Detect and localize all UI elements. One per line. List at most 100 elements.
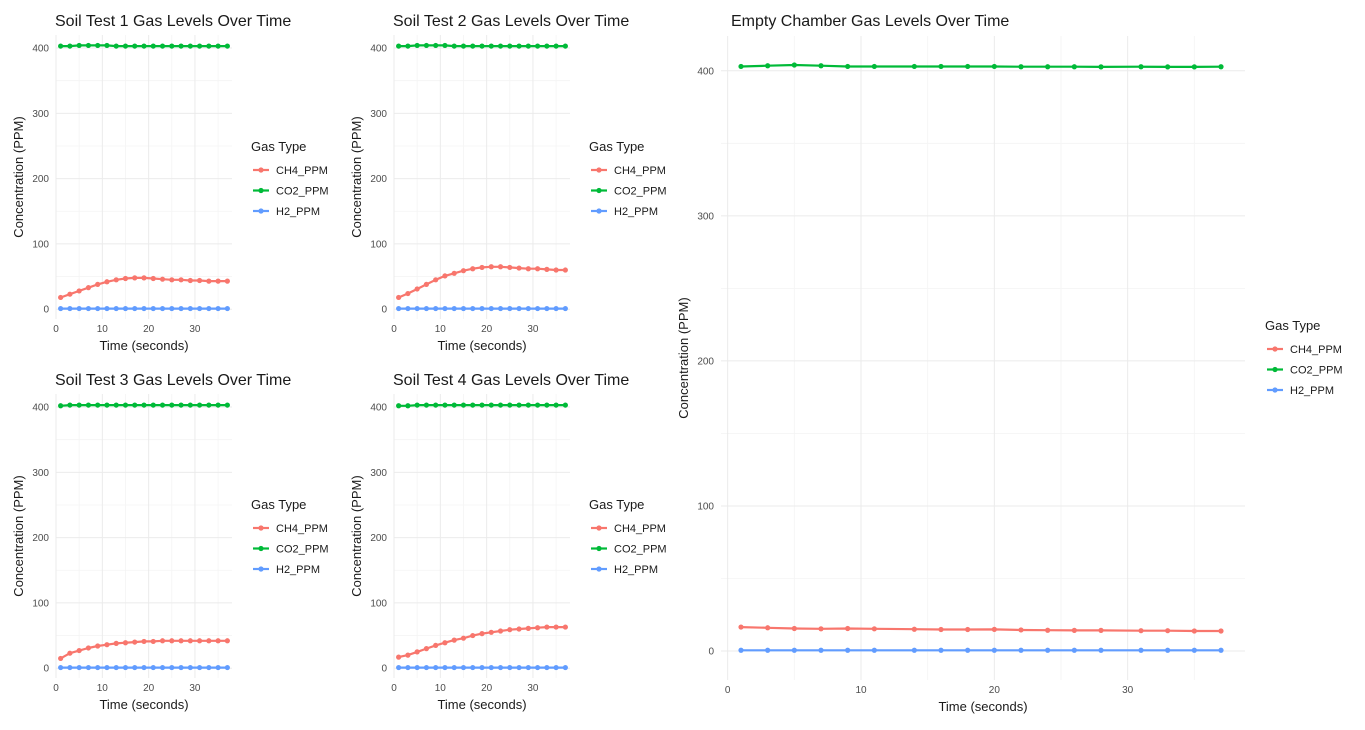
chart-4-point-ch4-ppm xyxy=(470,632,476,639)
chart-3-legend-label-co2-ppm: CO2_PPM xyxy=(276,544,329,556)
chart-2-point-ch4-ppm xyxy=(433,277,439,283)
chart-4-series-co2-ppm xyxy=(396,402,568,409)
chart-5-point-co2-ppm xyxy=(965,63,971,70)
chart-1-point-h2-ppm xyxy=(58,305,64,312)
chart-3-point-h2-ppm xyxy=(141,664,147,671)
chart-4-point-co2-ppm xyxy=(544,402,550,408)
chart-3-x-tick-label: 10 xyxy=(97,683,109,694)
chart-1-y-tick-label: 0 xyxy=(43,305,49,316)
chart-5-point-co2-ppm xyxy=(1191,64,1197,70)
chart-2-x-tick-label: 0 xyxy=(391,324,397,335)
chart-1-point-h2-ppm xyxy=(150,305,156,312)
chart-2-legend-label-h2-ppm: H2_PPM xyxy=(614,206,658,218)
chart-1-series-h2-ppm xyxy=(58,305,230,312)
chart-5-x-axis-title: Time (seconds) xyxy=(938,699,1027,714)
chart-5-point-co2-ppm xyxy=(1218,64,1224,70)
chart-5-point-co2-ppm xyxy=(1018,64,1024,70)
chart-4-point-h2-ppm xyxy=(460,664,467,671)
chart-1-point-h2-ppm xyxy=(187,305,193,312)
chart-4-point-ch4-ppm xyxy=(488,629,494,635)
chart-1-legend-label-ch4-ppm: CH4_PPM xyxy=(276,165,328,177)
chart-3-point-ch4-ppm xyxy=(76,647,82,654)
chart-1-point-h2-ppm xyxy=(104,305,110,312)
chart-5-y-tick-label: 100 xyxy=(697,501,714,512)
chart-2-series-co2-ppm xyxy=(396,42,568,49)
chart-1-title: Soil Test 1 Gas Levels Over Time xyxy=(55,13,291,30)
chart-2-point-ch4-ppm xyxy=(553,267,559,273)
chart-3-legend-key-point-co2-ppm xyxy=(258,545,264,552)
chart-2-y-axis-title: Concentration (PPM) xyxy=(349,116,364,237)
chart-4-point-h2-ppm xyxy=(414,664,420,671)
chart-2-point-h2-ppm xyxy=(525,305,531,312)
chart-5-point-co2-ppm xyxy=(991,63,997,70)
chart-5-y-axis-title: Concentration (PPM) xyxy=(676,297,691,418)
chart-5-series-co2-ppm xyxy=(738,62,1224,70)
chart-5-point-co2-ppm xyxy=(1138,64,1144,70)
chart-4-x-tick-label: 20 xyxy=(481,683,493,694)
chart-1-point-ch4-ppm xyxy=(122,275,129,282)
chart-4-point-co2-ppm xyxy=(516,402,522,408)
chart-3-point-h2-ppm xyxy=(187,664,193,671)
chart-1-x-tick-label: 10 xyxy=(97,324,109,335)
chart-4-legend-title: Gas Type xyxy=(589,497,644,512)
chart-3-x-tick-label: 20 xyxy=(143,683,155,694)
chart-1-point-h2-ppm xyxy=(215,305,221,312)
chart-2-point-ch4-ppm xyxy=(562,267,568,273)
chart-4-point-co2-ppm xyxy=(525,402,531,408)
chart-4-point-ch4-ppm xyxy=(405,652,411,658)
chart-3-point-co2-ppm xyxy=(141,402,147,408)
chart-4-point-ch4-ppm xyxy=(414,649,420,655)
chart-4-title: Soil Test 4 Gas Levels Over Time xyxy=(393,372,629,389)
chart-1-point-co2-ppm xyxy=(132,43,138,49)
chart-1-point-ch4-ppm xyxy=(67,291,73,297)
chart-3-series-co2-ppm xyxy=(58,402,230,409)
chart-1-point-co2-ppm xyxy=(104,42,110,49)
chart-4-point-ch4-ppm xyxy=(516,626,522,632)
chart-1-point-ch4-ppm xyxy=(104,279,110,285)
chart-1-point-ch4-ppm xyxy=(215,278,221,284)
chart-4-point-h2-ppm xyxy=(405,664,411,671)
chart-1-point-ch4-ppm xyxy=(169,277,175,283)
chart-5-y-tick-label: 200 xyxy=(697,356,714,367)
chart-3-point-ch4-ppm xyxy=(178,638,184,644)
chart-2-point-ch4-ppm xyxy=(534,266,541,272)
chart-5-point-ch4-ppm xyxy=(1191,628,1197,634)
chart-3-point-h2-ppm xyxy=(215,664,221,671)
chart-5-point-ch4-ppm xyxy=(911,626,917,632)
chart-5-point-co2-ppm xyxy=(871,63,877,70)
chart-2-point-co2-ppm xyxy=(460,43,467,49)
chart-4-point-h2-ppm xyxy=(516,664,522,671)
chart-1-series-co2-ppm xyxy=(58,42,230,49)
chart-5-point-h2-ppm xyxy=(1045,647,1051,653)
chart-2-x-tick-label: 30 xyxy=(527,324,539,335)
chart-4-point-h2-ppm xyxy=(396,664,402,671)
chart-4-series-ch4-ppm xyxy=(396,624,568,660)
chart-4-point-h2-ppm xyxy=(488,664,494,671)
chart-5-point-h2-ppm xyxy=(911,647,917,653)
chart-5-point-ch4-ppm xyxy=(1165,628,1171,634)
chart-5-title: Empty Chamber Gas Levels Over Time xyxy=(731,13,1009,30)
chart-4-point-ch4-ppm xyxy=(396,654,402,660)
chart-2-point-ch4-ppm xyxy=(396,294,402,301)
chart-4-y-tick-label: 400 xyxy=(370,403,387,414)
chart-4-point-co2-ppm xyxy=(488,402,494,408)
chart-5-x-tick-label: 0 xyxy=(725,685,731,696)
chart-4-point-ch4-ppm xyxy=(460,635,467,641)
chart-1-point-ch4-ppm xyxy=(85,285,92,291)
chart-2-point-co2-ppm xyxy=(433,42,439,49)
chart-2-point-ch4-ppm xyxy=(442,273,448,279)
chart-2-legend: Gas Type CH4_PPM CO2_PPM H2_PPM xyxy=(589,139,667,218)
chart-3-legend: Gas Type CH4_PPM CO2_PPM H2_PPM xyxy=(251,497,329,576)
chart-3-point-ch4-ppm xyxy=(150,638,156,645)
chart-3-y-tick-label: 200 xyxy=(32,533,49,544)
chart-3-point-co2-ppm xyxy=(85,402,92,408)
chart-3-point-h2-ppm xyxy=(58,664,64,671)
chart-5-x-tick-label: 30 xyxy=(1122,685,1134,696)
chart-3-point-co2-ppm xyxy=(122,402,129,408)
chart-5-point-ch4-ppm xyxy=(871,626,877,632)
chart-5-line-co2-ppm xyxy=(740,63,1222,69)
chart-5-point-h2-ppm xyxy=(871,647,877,653)
chart-3-x-tick-label: 0 xyxy=(53,683,59,694)
